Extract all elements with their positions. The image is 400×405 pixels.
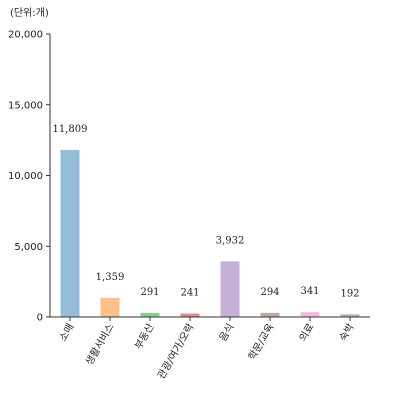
y-axis-ticks: 0 5,000 10,000 15,000 20,000 bbox=[8, 30, 50, 324]
category-label: 학문/교육 bbox=[246, 322, 276, 363]
category-label: 관광/여가/오락 bbox=[155, 322, 196, 382]
data-label: 192 bbox=[340, 288, 359, 299]
data-label: 294 bbox=[260, 287, 279, 298]
bar bbox=[140, 312, 160, 317]
data-label: 241 bbox=[180, 288, 199, 299]
bar bbox=[100, 297, 120, 317]
data-label: 341 bbox=[300, 286, 319, 297]
category-label: 부동산 bbox=[132, 322, 156, 352]
y-tick-label: 5,000 bbox=[14, 242, 43, 253]
y-tick-label: 20,000 bbox=[8, 30, 43, 41]
data-labels: 11,809 1,359 291 241 3,932 294 341 192 bbox=[53, 124, 360, 299]
y-tick-label: 0 bbox=[37, 313, 43, 324]
y-tick-label: 15,000 bbox=[8, 100, 43, 111]
category-label: 소매 bbox=[57, 322, 77, 344]
data-label: 11,809 bbox=[53, 124, 88, 135]
unit-label: (단위:개) bbox=[10, 6, 49, 19]
bar bbox=[60, 149, 80, 317]
bars bbox=[60, 149, 360, 317]
bar bbox=[220, 261, 240, 317]
bar bbox=[180, 313, 200, 317]
bar bbox=[260, 312, 280, 317]
y-tick-label: 10,000 bbox=[8, 171, 43, 182]
category-label: 생활서비스 bbox=[82, 321, 116, 367]
category-label: 숙박 bbox=[337, 322, 357, 344]
data-label: 3,932 bbox=[216, 235, 245, 246]
bar bbox=[340, 314, 360, 317]
data-label: 1,359 bbox=[96, 272, 125, 283]
category-label: 의료 bbox=[297, 322, 317, 344]
bar bbox=[300, 312, 320, 317]
category-labels: 소매 생활서비스 부동산 관광/여가/오락 음식 학문/교육 의료 숙박 bbox=[57, 317, 357, 381]
category-label: 음식 bbox=[217, 322, 237, 344]
data-label: 291 bbox=[140, 287, 159, 298]
